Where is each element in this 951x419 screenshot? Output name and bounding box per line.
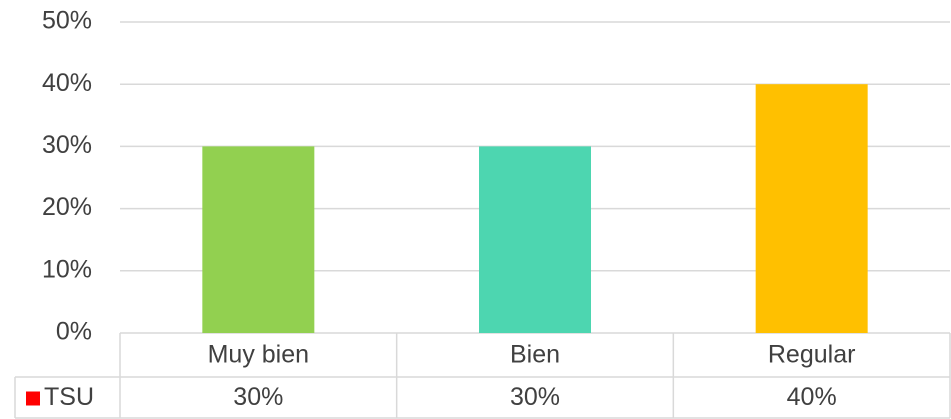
y-tick-label: 10% — [42, 255, 92, 283]
value-label: 40% — [787, 383, 837, 411]
value-label: 30% — [233, 383, 283, 411]
y-tick-label: 0% — [56, 318, 92, 346]
bar — [202, 146, 315, 333]
legend-label: TSU — [44, 383, 94, 411]
legend-key — [26, 391, 40, 406]
bar — [755, 84, 868, 333]
y-tick-label: 40% — [42, 69, 92, 97]
x-tick-label: Bien — [510, 341, 560, 369]
x-tick-label: Muy bien — [208, 341, 309, 369]
y-tick-label: 50% — [42, 7, 92, 35]
x-tick-label: Regular — [768, 341, 856, 369]
value-label: 30% — [510, 383, 560, 411]
y-tick-label: 30% — [42, 131, 92, 159]
y-tick-label: 20% — [42, 193, 92, 221]
bar — [479, 146, 591, 333]
